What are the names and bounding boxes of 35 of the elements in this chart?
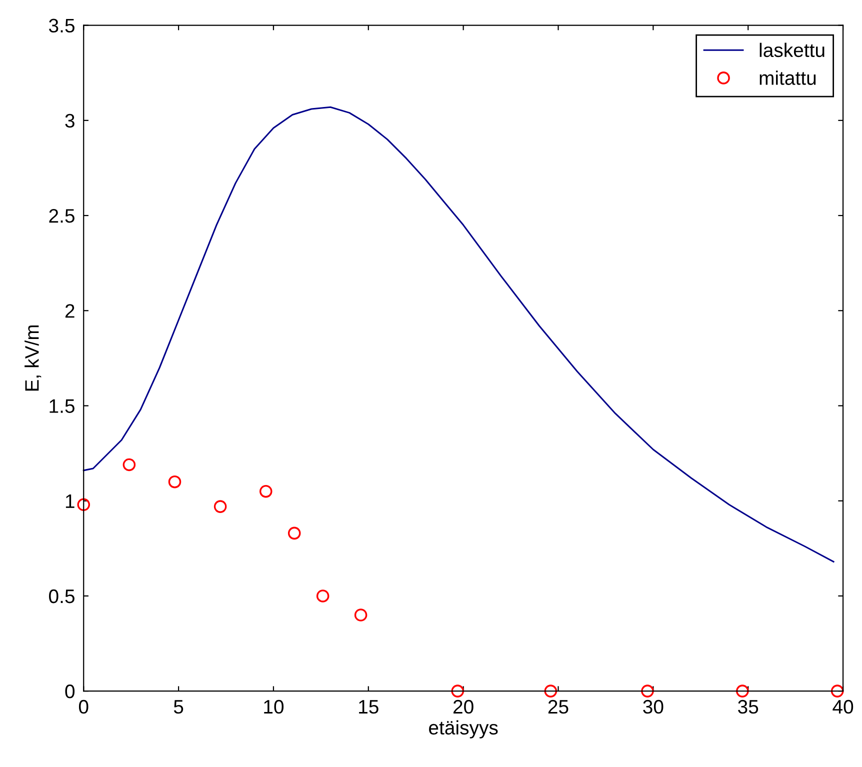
x-tick-label: 25 <box>548 700 568 714</box>
point <box>122 458 136 472</box>
x-axis-title: etäisyys <box>429 720 498 738</box>
y-tick-label: 0.5 <box>49 589 74 604</box>
point <box>316 590 330 602</box>
y-tick-label: 2 <box>65 304 74 318</box>
point <box>830 684 844 698</box>
x-tick-label: 35 <box>738 700 758 714</box>
point <box>544 684 558 698</box>
x-tick-label: 10 <box>264 700 284 714</box>
y-tick-label: 3 <box>65 114 74 128</box>
point <box>259 484 272 498</box>
point <box>214 500 227 513</box>
legend-label: mitattu <box>760 70 816 85</box>
x-tick-label: 15 <box>359 700 378 714</box>
x-tick-label: 20 <box>453 700 474 714</box>
legend-label: laskettu <box>760 42 824 58</box>
point <box>641 684 654 698</box>
line-series <box>82 106 834 562</box>
y-tick-label: 3.5 <box>48 18 74 33</box>
y-tick-label: 0 <box>65 684 75 698</box>
point <box>451 684 464 698</box>
point <box>354 608 368 622</box>
x-tick-label: 5 <box>174 700 184 714</box>
x-tick-label: 0 <box>78 700 88 714</box>
y-tick-label: 1 <box>66 494 74 508</box>
point <box>168 475 182 488</box>
y-tick-label: 2.5 <box>49 208 74 223</box>
point <box>288 526 301 540</box>
x-tick-label: 30 <box>643 700 664 714</box>
y-axis-title: E, kV/m <box>24 325 42 391</box>
point <box>736 684 749 698</box>
point <box>77 498 90 512</box>
y-tick-label: 1.5 <box>50 399 74 413</box>
x-tick-label: 40 <box>832 700 854 714</box>
